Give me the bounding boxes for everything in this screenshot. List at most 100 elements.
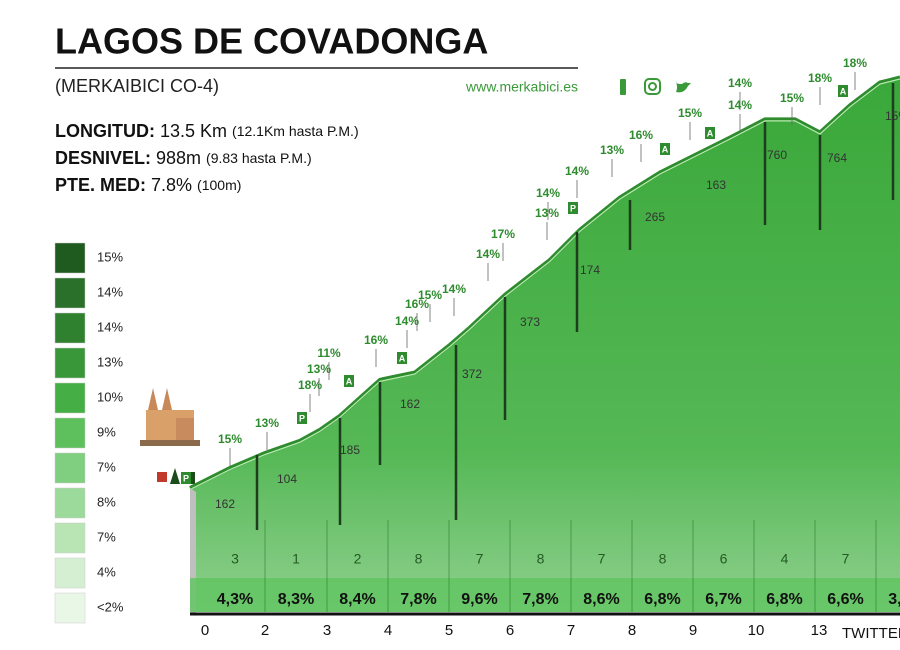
stat-line: PTE. MED: 7.8% (100m) (55, 175, 241, 195)
slope-label: 14% (728, 76, 752, 90)
slope-label: 13% (535, 206, 559, 220)
segment-top: 7 (598, 551, 606, 567)
point-label: 185 (340, 443, 360, 457)
segment-top: 8 (537, 551, 545, 567)
slope-label: 13% (255, 416, 279, 430)
x-tick-label: 9 (689, 622, 697, 639)
poi-label: P (183, 473, 189, 483)
stat-note: (9.83 hasta P.M.) (206, 150, 312, 166)
poi-marker (660, 143, 670, 155)
legend-label: 7% (97, 529, 116, 544)
poi-marker (181, 472, 191, 484)
poi-marker (705, 127, 715, 139)
point-label: 104 (277, 472, 297, 486)
segment-grade: 6,7% (705, 591, 741, 608)
point-label: 174 (580, 263, 600, 277)
slope-label: 18% (808, 71, 832, 85)
segment-grade: 6,6% (827, 591, 863, 608)
x-tick-label: 4 (384, 622, 392, 639)
stat-value: 13.5 Km (160, 121, 227, 141)
poi-label: A (840, 86, 847, 96)
poi-marker (838, 85, 848, 97)
legend-swatch (54, 242, 86, 274)
x-tick-label: 2 (261, 622, 269, 639)
slope-label: 14% (476, 247, 500, 261)
segment-top: 7 (842, 551, 850, 567)
poi-label: A (662, 144, 669, 154)
stat-value: 7.8% (151, 175, 192, 195)
slope-label: 16% (364, 333, 388, 347)
legend-label: 13% (97, 354, 123, 369)
segment-grade: 8,3% (278, 591, 314, 608)
point-label: 372 (462, 367, 482, 381)
x-tick-label: 6 (506, 622, 514, 639)
stat-note: (12.1Km hasta P.M.) (232, 123, 359, 139)
point-label: 162 (215, 497, 235, 511)
point-label: 15% (885, 109, 900, 123)
segment-grade: 7,8% (522, 591, 558, 608)
profile-highlight (189, 78, 900, 491)
slope-label: 15% (218, 432, 242, 446)
segment-grade: 9,6% (461, 591, 497, 608)
legend-swatch (54, 347, 86, 379)
slope-label: 18% (843, 56, 867, 70)
legend-label: 14% (97, 319, 123, 334)
legend-swatch (54, 277, 86, 309)
slope-label: 14% (728, 98, 752, 112)
poi-marker (344, 375, 354, 387)
stat-label: DESNIVEL: (55, 148, 151, 168)
slope-label: 17% (491, 227, 515, 241)
point-label: 162 (400, 397, 420, 411)
x-tick-label: 13 (811, 622, 828, 639)
social-icons (620, 78, 691, 95)
poi-marker (397, 352, 407, 364)
segment-grade: 8,4% (339, 591, 375, 608)
slope-label: 13% (600, 143, 624, 157)
legend-label: 8% (97, 494, 116, 509)
x-tick-label: 10 (748, 622, 765, 639)
x-tick-label: 7 (567, 622, 575, 639)
legend-label: 9% (97, 424, 116, 439)
x-tick-label: 8 (628, 622, 636, 639)
poi-label: P (299, 413, 305, 423)
stat-value: 988m (156, 148, 201, 168)
segment-top: 4 (781, 551, 789, 567)
legend-swatch (54, 417, 86, 449)
stat-line: LONGITUD: 13.5 Km (12.1Km hasta P.M.) (55, 121, 359, 141)
legend-label: <2% (97, 599, 124, 614)
slope-label: 16% (405, 297, 429, 311)
point-label: 265 (645, 210, 665, 224)
stat-label: PTE. MED: (55, 175, 146, 195)
poi-label: P (570, 203, 576, 213)
poi-label: A (399, 353, 406, 363)
segment-grade: 3,6% (888, 591, 900, 608)
segment-top: 7 (476, 551, 484, 567)
slope-label: 13% (307, 362, 331, 376)
legend-swatch (54, 452, 86, 484)
stat-note: (100m) (197, 177, 241, 193)
segment-top: 2 (354, 551, 362, 567)
slope-label: 15% (678, 106, 702, 120)
title: LAGOS DE COVADONGA (55, 21, 488, 62)
segment-top: 6 (720, 551, 728, 567)
slope-label: 15% (780, 91, 804, 105)
x-tick-label: 0 (201, 622, 209, 639)
slope-label: 14% (395, 314, 419, 328)
church-icon (140, 388, 200, 446)
subtitle: (MERKAIBICI CO-4) (55, 76, 219, 96)
legend-swatch (54, 312, 86, 344)
segment-grade: 7,8% (400, 591, 436, 608)
x-tick-label: 3 (323, 622, 331, 639)
segment-top: 8 (415, 551, 423, 567)
slope-label: 14% (536, 186, 560, 200)
profile-area (190, 77, 900, 612)
slope-label: 18% (298, 378, 322, 392)
point-label: 760 (767, 148, 787, 162)
legend-swatch (54, 557, 86, 589)
slope-label: 11% (317, 346, 341, 360)
stat-line: DESNIVEL: 988m (9.83 hasta P.M.) (55, 148, 312, 168)
legend-label: 15% (97, 249, 123, 264)
profile-line (189, 75, 900, 490)
grade-band (190, 578, 900, 612)
